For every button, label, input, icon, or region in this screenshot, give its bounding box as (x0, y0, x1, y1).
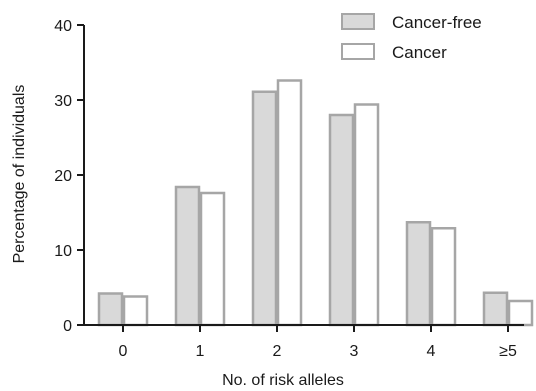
legend-swatch-cancer-free (341, 13, 375, 30)
y-tick-label: 40 (54, 18, 72, 35)
y-tick-label: 30 (54, 93, 72, 110)
bar-cancer-4 (430, 227, 457, 327)
bars-group (97, 79, 534, 327)
bar-cancer-5 (507, 299, 534, 327)
x-tick-label: 4 (427, 343, 436, 360)
bar-cancer-0 (122, 295, 149, 327)
axes-group: 0 10 20 30 40 0 1 2 3 4 ≥5 (54, 18, 524, 360)
bar-cancer-2 (276, 79, 303, 327)
x-tick-label: ≥5 (499, 343, 517, 360)
x-tick-label: 0 (119, 343, 128, 360)
x-axis-title: No. of risk alleles (222, 372, 344, 389)
y-axis-title: Percentage of individuals (11, 85, 28, 264)
bar-cancer-free-1 (174, 185, 201, 327)
y-tick-label: 0 (63, 318, 72, 335)
bar-cancer-free-5 (482, 291, 509, 327)
bar-cancer-free-4 (405, 221, 432, 327)
bar-cancer-1 (199, 191, 226, 327)
legend-swatch-cancer (341, 43, 375, 60)
x-tick-label: 2 (273, 343, 282, 360)
x-tick-label: 3 (350, 343, 359, 360)
legend-label-cancer-free: Cancer-free (392, 13, 482, 32)
y-tick-label: 20 (54, 168, 72, 185)
legend: Cancer-free Cancer (341, 13, 482, 62)
bar-cancer-free-2 (251, 90, 278, 327)
legend-label-cancer: Cancer (392, 43, 447, 62)
bar-cancer-free-3 (328, 113, 355, 327)
x-tick-label: 1 (196, 343, 205, 360)
y-tick-label: 10 (54, 243, 72, 260)
bar-cancer-free-0 (97, 292, 124, 327)
bar-cancer-3 (353, 103, 380, 327)
